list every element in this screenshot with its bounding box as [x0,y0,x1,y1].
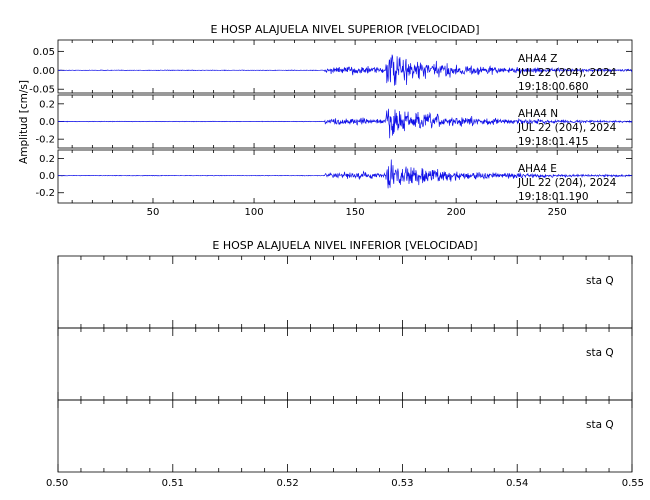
waveform-line [57,54,633,86]
station-label: sta Q [586,347,614,359]
waveform-line [57,108,633,139]
station-component-label: AHA4 E [518,163,557,175]
x-tick-label: 0.50 [46,478,68,489]
trace-panel-e: 0.2 0.0 -0.2 AHA4 E JUL 22 (204), 2024 19:18:… [35,149,633,204]
station-component-label: AHA4 N [518,108,558,120]
record-date: JUL 22 (204), 2024 [517,122,617,134]
panel-frame [57,327,633,401]
trace-panel-z: 0.05 0.00 -0.05 AHA4 Z JUL 22 (204), 2024 19:… [29,39,633,96]
station-component-label: AHA4 Z [518,53,557,65]
panel-frame [57,149,633,204]
y-tick-label: 0.00 [33,66,55,77]
x-tick-label: 0.51 [162,478,184,489]
panel-frame [57,399,633,473]
record-time: 19:18:01.190 [518,191,589,203]
record-date: JUL 22 (204), 2024 [517,177,617,189]
x-tick-label: 0.53 [391,478,413,489]
y-tick-label: 0.05 [33,47,55,58]
panel-frame [57,39,633,94]
y-tick-label: -0.2 [35,188,55,199]
lower-level-chart: E HOSP ALAJUELA NIVEL INFERIOR [VELOCIDA… [46,239,644,489]
y-tick-label: -0.05 [29,85,55,96]
y-tick-label: 0.2 [39,154,55,165]
x-tick-label: 200 [447,207,466,218]
y-tick-label: -0.2 [35,135,55,146]
x-tick-label: 250 [548,207,567,218]
y-tick-label: 0.0 [39,171,55,182]
record-time: 19:18:01.415 [518,136,589,148]
x-tick-label: 50 [147,207,160,218]
empty-panel-1: sta Q [57,255,633,329]
panel-frame [57,255,633,329]
upper-level-chart: E HOSP ALAJUELA NIVEL SUPERIOR [VELOCIDA… [18,23,633,218]
x-tick-label: 150 [346,207,365,218]
waveform-line [57,159,633,189]
amplitude-axis-label: Amplitud [cm/s] [18,80,30,164]
empty-panel-2: sta Q [57,327,633,401]
y-tick-label: 0.2 [39,99,55,110]
trace-panel-n: 0.2 0.0 -0.2 AHA4 N JUL 22 (204), 2024 19:18:… [35,94,633,149]
x-tick-label: 100 [245,207,264,218]
lower-x-axis: 0.50 0.51 0.52 0.53 0.54 0.55 [46,478,644,489]
upper-chart-title: E HOSP ALAJUELA NIVEL SUPERIOR [VELOCIDA… [210,23,479,36]
station-label: sta Q [586,419,614,431]
x-tick-label: 0.55 [622,478,644,489]
empty-panel-3: sta Q [57,399,633,473]
x-tick-label: 0.52 [276,478,298,489]
upper-x-axis: 50 100 150 200 250 [147,207,567,218]
record-date: JUL 22 (204), 2024 [517,67,617,79]
station-label: sta Q [586,275,614,287]
x-tick-label: 0.54 [506,478,528,489]
lower-chart-title: E HOSP ALAJUELA NIVEL INFERIOR [VELOCIDA… [212,239,477,252]
record-time: 19:18:00.680 [518,81,589,93]
y-tick-label: 0.0 [39,117,55,128]
